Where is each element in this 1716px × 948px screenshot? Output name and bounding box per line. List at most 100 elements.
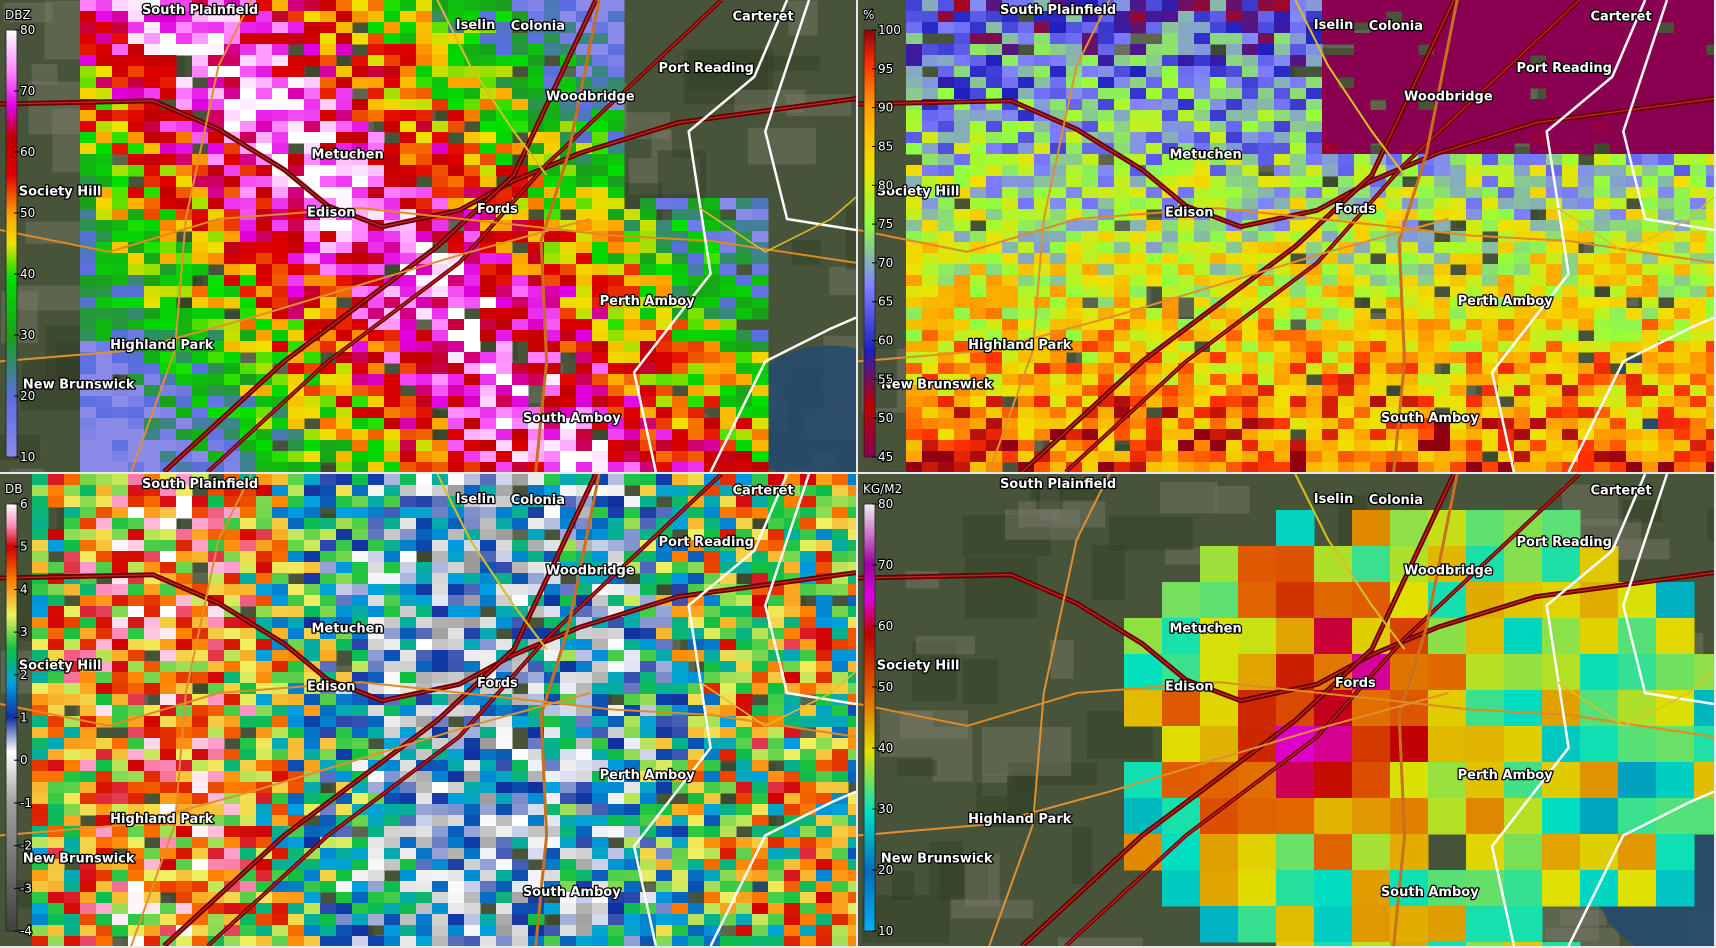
- radar-cell: [672, 617, 689, 629]
- radar-cell: [704, 418, 721, 430]
- radar-cell: [320, 606, 337, 618]
- radar-cell: [1130, 319, 1147, 331]
- radar-cell: [1466, 88, 1483, 100]
- radar-cell: [560, 496, 577, 508]
- radar-cell: [96, 628, 113, 640]
- radar-cell: [144, 33, 161, 45]
- radar-cell: [160, 551, 177, 563]
- radar-cell: [1578, 77, 1595, 89]
- radar-cell: [1386, 66, 1403, 78]
- radar-cell: [96, 99, 113, 111]
- radar-cell: [1210, 231, 1227, 243]
- radar-cell: [544, 650, 561, 662]
- radar-cell: [256, 606, 273, 618]
- radar-cell: [1258, 319, 1275, 331]
- radar-cell: [496, 44, 513, 56]
- radar-cell: [192, 264, 209, 276]
- radar-cell: [752, 573, 769, 585]
- radar-cell: [848, 485, 856, 497]
- radar-cell: [1546, 66, 1563, 78]
- radar-cell: [954, 429, 971, 441]
- radar-cell: [1130, 264, 1147, 276]
- radar-cell: [1178, 44, 1195, 56]
- radar-cell: [656, 396, 673, 408]
- radar-cell: [320, 374, 337, 386]
- radar-cell: [1274, 264, 1291, 276]
- radar-cell: [1642, 396, 1659, 408]
- radar-cell: [432, 77, 449, 89]
- radar-cell: [160, 297, 177, 309]
- radar-cell: [432, 99, 449, 111]
- radar-cell: [970, 330, 987, 342]
- radar-cell: [1418, 22, 1435, 34]
- radar-cell: [720, 220, 737, 232]
- radar-cell: [1210, 242, 1227, 254]
- radar-cell: [1114, 352, 1131, 364]
- radar-cell: [416, 440, 433, 452]
- radar-cell: [1258, 143, 1275, 155]
- radar-cell: [320, 99, 337, 111]
- radar-cell: [288, 562, 305, 574]
- radar-cell: [1626, 319, 1643, 331]
- radar-cell: [1098, 407, 1115, 419]
- radar-cell: [656, 297, 673, 309]
- radar-cell: [938, 297, 955, 309]
- radar-cell: [224, 198, 241, 210]
- radar-cell: [112, 352, 129, 364]
- radar-cell: [464, 66, 481, 78]
- radar-cell: [1034, 418, 1051, 430]
- radar-cell: [1594, 352, 1611, 364]
- radar-cell: [1402, 407, 1419, 419]
- radar-cell: [624, 474, 641, 486]
- radar-cell: [656, 650, 673, 662]
- radar-cell: [1562, 253, 1579, 265]
- radar-cell: [496, 154, 513, 166]
- radar-cell: [448, 88, 465, 100]
- radar-cell: [176, 385, 193, 397]
- radar-cell: [656, 198, 673, 210]
- radar-cell: [512, 496, 529, 508]
- radar-cell: [1002, 341, 1019, 353]
- radar-cell: [1114, 363, 1131, 375]
- radar-cell: [240, 110, 257, 122]
- radar-cell: [1514, 55, 1531, 67]
- radar-cell: [1130, 407, 1147, 419]
- radar-cell: [1642, 308, 1659, 320]
- radar-cell: [432, 11, 449, 23]
- radar-cell: [1242, 66, 1259, 78]
- radar-cell: [906, 396, 923, 408]
- radar-cell: [938, 319, 955, 331]
- radar-cell: [1338, 176, 1355, 188]
- radar-cell: [304, 429, 321, 441]
- radar-cell: [224, 595, 241, 607]
- radar-cell: [608, 341, 625, 353]
- radar-cell: [432, 132, 449, 144]
- radar-cell: [1114, 286, 1131, 298]
- radar-cell: [208, 462, 225, 472]
- radar-cell: [1178, 319, 1195, 331]
- radar-cell: [240, 275, 257, 287]
- radar-cell: [1546, 385, 1563, 397]
- radar-cell: [1162, 264, 1179, 276]
- radar-cell: [986, 132, 1003, 144]
- radar-cell: [128, 606, 145, 618]
- radar-cell: [720, 507, 737, 519]
- radar-cell: [1194, 0, 1211, 12]
- radar-cell: [368, 44, 385, 56]
- radar-cell: [1594, 77, 1611, 89]
- radar-cell: [480, 297, 497, 309]
- radar-cell: [1082, 110, 1099, 122]
- radar-cell: [736, 606, 753, 618]
- radar-cell: [1098, 451, 1115, 463]
- radar-cell: [1194, 429, 1211, 441]
- radar-cell: [80, 429, 97, 441]
- radar-cell: [224, 209, 241, 221]
- radar-cell: [688, 363, 705, 375]
- radar-cell: [320, 551, 337, 563]
- radar-cell: [400, 474, 417, 486]
- radar-cell: [624, 220, 641, 232]
- radar-cell: [656, 606, 673, 618]
- radar-cell: [1706, 22, 1714, 34]
- radar-cell: [672, 286, 689, 298]
- radar-cell: [176, 143, 193, 155]
